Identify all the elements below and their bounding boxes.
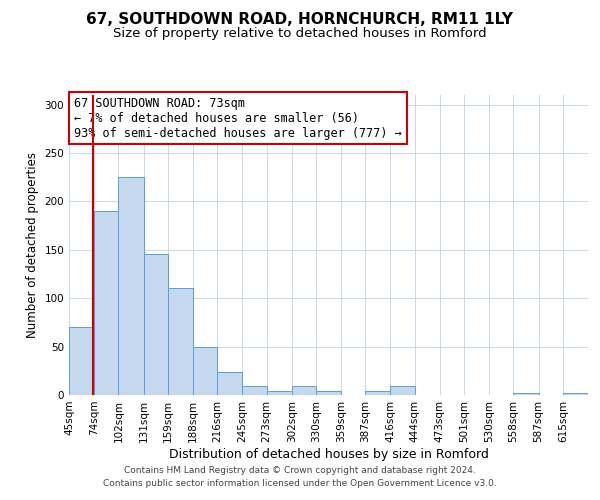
Bar xyxy=(242,386,266,395)
Bar xyxy=(143,254,168,395)
Text: Contains HM Land Registry data © Crown copyright and database right 2024.
Contai: Contains HM Land Registry data © Crown c… xyxy=(103,466,497,487)
Bar xyxy=(292,386,316,395)
Bar xyxy=(168,288,193,395)
Bar xyxy=(69,328,94,395)
Bar xyxy=(193,346,217,395)
Bar xyxy=(365,391,391,395)
Bar xyxy=(94,211,118,395)
Bar xyxy=(316,391,341,395)
Bar xyxy=(217,372,242,395)
Bar xyxy=(514,393,539,395)
Text: 67, SOUTHDOWN ROAD, HORNCHURCH, RM11 1LY: 67, SOUTHDOWN ROAD, HORNCHURCH, RM11 1LY xyxy=(86,12,514,28)
Bar xyxy=(391,386,415,395)
Bar xyxy=(266,391,292,395)
Y-axis label: Number of detached properties: Number of detached properties xyxy=(26,152,39,338)
Bar xyxy=(118,178,143,395)
Bar xyxy=(563,393,588,395)
X-axis label: Distribution of detached houses by size in Romford: Distribution of detached houses by size … xyxy=(169,448,488,460)
Text: Size of property relative to detached houses in Romford: Size of property relative to detached ho… xyxy=(113,28,487,40)
Text: 67 SOUTHDOWN ROAD: 73sqm
← 7% of detached houses are smaller (56)
93% of semi-de: 67 SOUTHDOWN ROAD: 73sqm ← 7% of detache… xyxy=(74,96,402,140)
